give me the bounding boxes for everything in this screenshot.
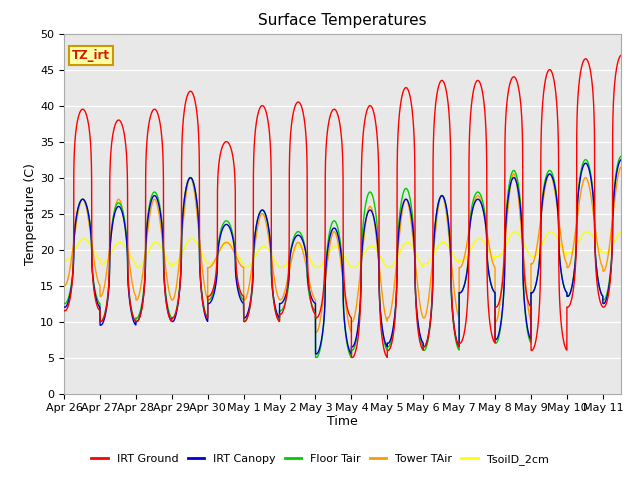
Y-axis label: Temperature (C): Temperature (C) [24, 163, 37, 264]
X-axis label: Time: Time [327, 415, 358, 428]
Title: Surface Temperatures: Surface Temperatures [258, 13, 427, 28]
Text: TZ_irt: TZ_irt [72, 49, 110, 62]
Legend: IRT Ground, IRT Canopy, Floor Tair, Tower TAir, TsoilD_2cm: IRT Ground, IRT Canopy, Floor Tair, Towe… [87, 450, 553, 469]
